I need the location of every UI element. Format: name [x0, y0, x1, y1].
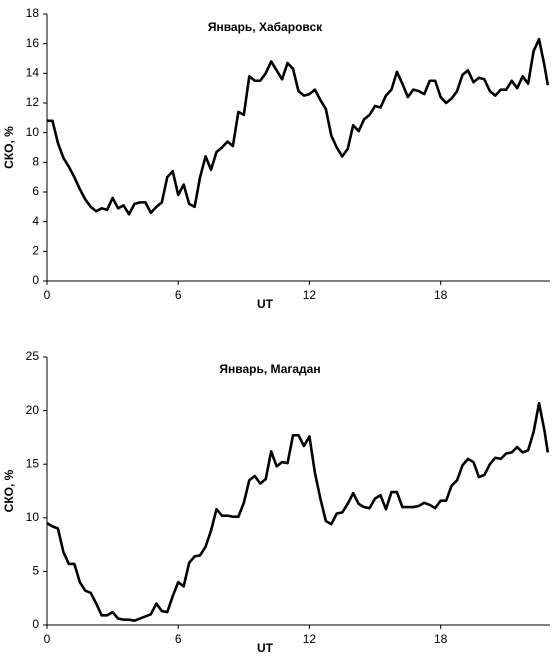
x-tick-label: 6 — [175, 632, 182, 646]
y-tick-label: 15 — [26, 456, 40, 470]
y-axis-label: СКО, % — [2, 126, 16, 169]
y-tick-label: 18 — [26, 6, 40, 20]
y-tick-label: 8 — [32, 155, 39, 169]
x-axis-label: UT — [257, 641, 274, 655]
x-tick-label: 6 — [175, 288, 182, 302]
data-line — [46, 401, 550, 623]
y-tick-label: 16 — [26, 36, 40, 50]
x-tick-label: 12 — [303, 632, 317, 646]
y-tick-label: 4 — [32, 214, 39, 228]
y-tick-label: 6 — [32, 184, 39, 198]
x-axis-label: UT — [257, 297, 274, 311]
y-tick-label: 2 — [32, 244, 39, 258]
y-tick-label: 5 — [32, 564, 39, 578]
x-tick-label: 12 — [303, 288, 317, 302]
y-tick-label: 10 — [26, 510, 40, 524]
y-tick-label: 0 — [32, 617, 39, 631]
y-tick-label: 0 — [32, 273, 39, 287]
chart-title: Январь, Магадан — [219, 362, 320, 376]
y-tick-label: 10 — [26, 125, 40, 139]
x-tick-label: 18 — [434, 632, 448, 646]
chart-title: Январь, Хабаровск — [208, 20, 323, 34]
y-tick-label: 12 — [26, 95, 40, 109]
data-line — [47, 37, 550, 216]
y-tick-label: 25 — [26, 349, 40, 363]
y-axis-label: СКО, % — [2, 469, 16, 512]
x-tick-label: 0 — [44, 632, 51, 646]
y-tick-label: 20 — [26, 403, 40, 417]
x-tick-label: 18 — [434, 288, 448, 302]
y-tick-label: 14 — [26, 66, 40, 80]
x-tick-label: 0 — [44, 288, 51, 302]
